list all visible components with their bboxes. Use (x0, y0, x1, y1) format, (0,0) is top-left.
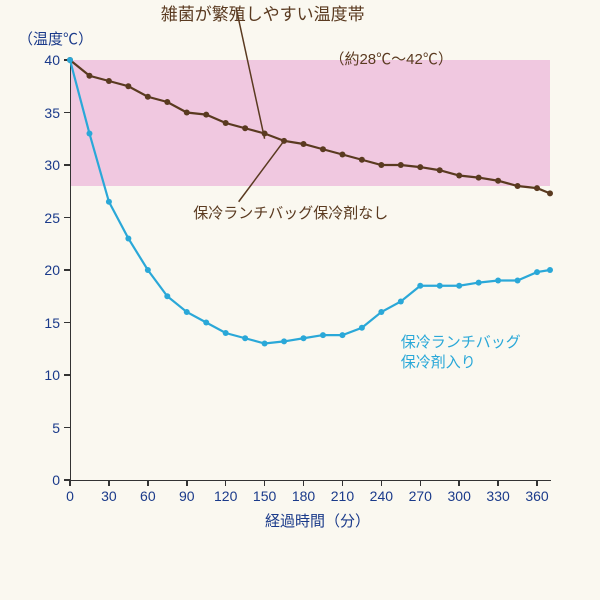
series-marker-no_ice (164, 99, 170, 105)
series-marker-no_ice (86, 73, 92, 79)
series-marker-with_ice (203, 320, 209, 326)
series-marker-with_ice (86, 131, 92, 137)
series-marker-with_ice (547, 267, 553, 273)
series-marker-with_ice (281, 338, 287, 344)
series-marker-no_ice (339, 152, 345, 158)
series-marker-with_ice (534, 269, 540, 275)
series-marker-no_ice (456, 173, 462, 179)
series-marker-with_ice (437, 283, 443, 289)
series-marker-no_ice (547, 190, 553, 196)
series-marker-with_ice (106, 199, 112, 205)
series-marker-with_ice (262, 341, 268, 347)
series-marker-with_ice (378, 309, 384, 315)
series-marker-no_ice (301, 141, 307, 147)
series-marker-with_ice (398, 299, 404, 305)
series-marker-no_ice (203, 112, 209, 118)
series-line-with_ice (70, 60, 550, 344)
series-marker-with_ice (184, 309, 190, 315)
series-marker-with_ice (223, 330, 229, 336)
series-marker-no_ice (534, 185, 540, 191)
series-marker-no_ice (223, 120, 229, 126)
series-marker-with_ice (242, 335, 248, 341)
series-marker-no_ice (145, 94, 151, 100)
series-marker-no_ice (320, 146, 326, 152)
series-label-no-ice: 保冷ランチバッグ保冷剤なし (193, 204, 388, 224)
series-marker-with_ice (359, 325, 365, 331)
series-marker-with_ice (320, 332, 326, 338)
chart-svg (0, 0, 600, 600)
series-marker-with_ice (164, 293, 170, 299)
series-label-with-ice: 保冷ランチバッグ保冷剤入り (401, 333, 521, 372)
series-marker-with_ice (456, 283, 462, 289)
series-marker-no_ice (495, 178, 501, 184)
series-marker-no_ice (125, 83, 131, 89)
series-marker-no_ice (359, 157, 365, 163)
series-marker-with_ice (417, 283, 423, 289)
series-marker-no_ice (515, 183, 521, 189)
series-marker-no_ice (378, 162, 384, 168)
danger-band-subtitle: （約28℃～42℃） (329, 50, 452, 70)
series-marker-with_ice (495, 278, 501, 284)
series-line-no_ice (70, 60, 550, 193)
series-marker-no_ice (417, 164, 423, 170)
callout-line (239, 141, 284, 202)
series-marker-no_ice (281, 138, 287, 144)
series-marker-with_ice (476, 280, 482, 286)
series-marker-no_ice (437, 167, 443, 173)
series-marker-no_ice (184, 110, 190, 116)
series-marker-no_ice (262, 131, 268, 137)
series-marker-no_ice (106, 78, 112, 84)
series-marker-with_ice (301, 335, 307, 341)
series-marker-no_ice (242, 125, 248, 131)
callout-line (236, 8, 265, 139)
series-marker-with_ice (67, 57, 73, 63)
series-marker-with_ice (125, 236, 131, 242)
series-marker-no_ice (398, 162, 404, 168)
series-marker-with_ice (339, 332, 345, 338)
temperature-chart: 0510152025303540030609012015018021024027… (0, 0, 600, 600)
series-marker-with_ice (515, 278, 521, 284)
series-marker-no_ice (476, 175, 482, 181)
series-marker-with_ice (145, 267, 151, 273)
danger-band-title: 雑菌が繁殖しやすい温度帯 (161, 4, 365, 26)
